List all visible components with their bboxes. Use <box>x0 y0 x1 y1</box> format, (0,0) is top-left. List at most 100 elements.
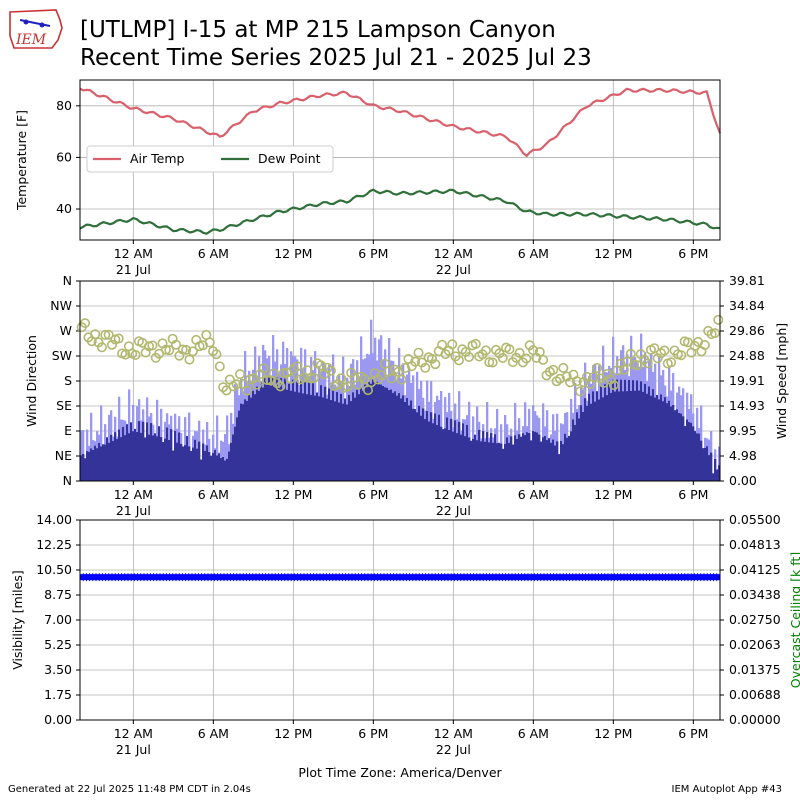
speed-bar <box>660 394 663 481</box>
speed-bar <box>538 434 541 481</box>
direction-point <box>113 333 124 344</box>
speed-bar <box>558 454 561 481</box>
speed-bar <box>718 465 721 481</box>
speed-bar <box>84 458 87 481</box>
speed-bar <box>164 438 167 481</box>
speed-bar <box>456 433 459 481</box>
speed-bar <box>626 391 629 481</box>
x-tick-label: 12 PM <box>594 726 632 741</box>
direction-point <box>642 358 653 369</box>
direction-tick-label: W <box>60 323 72 338</box>
speed-bar <box>176 442 179 481</box>
ceiling-tick-label: 0.04813 <box>729 537 781 552</box>
speed-bar <box>86 451 89 481</box>
speed-bar <box>594 401 597 481</box>
direction-point <box>235 369 246 380</box>
speed-bar <box>466 424 469 481</box>
speed-bar <box>496 443 499 481</box>
speed-bar <box>308 382 311 481</box>
ceiling-tick-label: 0.00000 <box>729 712 781 727</box>
speed-bar <box>138 421 141 481</box>
speed-bar <box>642 391 645 481</box>
speed-bar <box>528 433 531 481</box>
speed-bar <box>156 436 159 481</box>
speed-bar <box>412 408 415 481</box>
speed-bar <box>260 382 263 481</box>
speed-bar <box>312 383 315 481</box>
speed-bar <box>108 442 111 481</box>
direction-point <box>352 379 363 390</box>
speed-bar <box>276 377 279 481</box>
speed-bar <box>514 435 517 481</box>
x-tick-sublabel: 21 Jul <box>116 742 151 757</box>
speed-bar <box>186 436 189 481</box>
speed-bar <box>452 431 455 481</box>
speed-bar <box>376 381 379 481</box>
speed-bar <box>704 447 707 481</box>
direction-tick-label: NW <box>50 298 72 313</box>
speed-tick-label: 29.86 <box>729 323 765 338</box>
y-tick-label: 8.75 <box>44 587 72 602</box>
direction-point <box>171 339 182 350</box>
speed-bar <box>420 415 423 481</box>
direction-point <box>659 345 670 356</box>
speed-bar <box>374 382 377 481</box>
speed-bar <box>180 443 183 481</box>
speed-bar <box>476 440 479 481</box>
speed-bar <box>182 446 185 481</box>
speed-bar <box>130 422 133 481</box>
ceiling-tick-label: 0.04125 <box>729 562 781 577</box>
speed-bar <box>622 391 625 481</box>
speed-bar <box>436 425 439 481</box>
direction-point <box>618 364 629 375</box>
speed-bar <box>530 440 533 481</box>
gust-bar <box>100 405 103 481</box>
speed-bar <box>322 397 325 481</box>
speed-bar <box>118 429 121 481</box>
direction-point <box>275 381 286 392</box>
speed-bar <box>286 389 289 481</box>
speed-bar <box>356 389 359 481</box>
app-note: IEM Autoplot App #43 <box>671 784 782 795</box>
speed-bar <box>208 452 211 481</box>
speed-bar <box>244 399 247 481</box>
speed-bar <box>366 387 369 481</box>
speed-bar <box>122 426 125 481</box>
speed-bar <box>330 400 333 481</box>
y-tick-label: 5.25 <box>44 637 72 652</box>
speed-bar <box>550 442 553 481</box>
direction-point <box>592 362 603 373</box>
speed-bar <box>162 442 165 481</box>
speed-bar <box>534 431 537 481</box>
speed-bar <box>226 458 229 481</box>
speed-bar <box>222 457 225 481</box>
y-axis-label: Temperature [F] <box>14 110 29 211</box>
plot-frame-0 <box>79 79 721 241</box>
speed-bar <box>604 384 607 481</box>
direction-point <box>302 365 313 376</box>
speed-bar <box>144 437 147 481</box>
speed-bar <box>254 394 257 481</box>
speed-bar <box>396 395 399 481</box>
y-tick-label: 10.50 <box>36 562 72 577</box>
speed-bar <box>614 391 617 481</box>
speed-bar <box>564 433 567 481</box>
speed-bar <box>422 408 425 481</box>
speed-bar <box>92 450 95 481</box>
legend-label-dew-point: Dew Point <box>258 151 321 166</box>
speed-tick-label: 24.88 <box>729 348 765 363</box>
y-axis-label-right: Overcast Ceiling [k ft] <box>788 552 800 688</box>
x-tick-label: 12 PM <box>274 487 312 502</box>
speed-bar <box>486 432 489 481</box>
speed-bar <box>274 386 277 481</box>
speed-bar <box>658 399 661 481</box>
speed-bar <box>250 397 253 481</box>
direction-tick-label: SE <box>56 398 72 413</box>
direction-point <box>96 342 107 353</box>
speed-bar <box>242 404 245 481</box>
speed-bar <box>102 444 105 481</box>
speed-bar <box>610 392 613 481</box>
speed-bar <box>510 436 513 481</box>
speed-bar <box>652 389 655 481</box>
plot-frame-2 <box>79 519 721 721</box>
